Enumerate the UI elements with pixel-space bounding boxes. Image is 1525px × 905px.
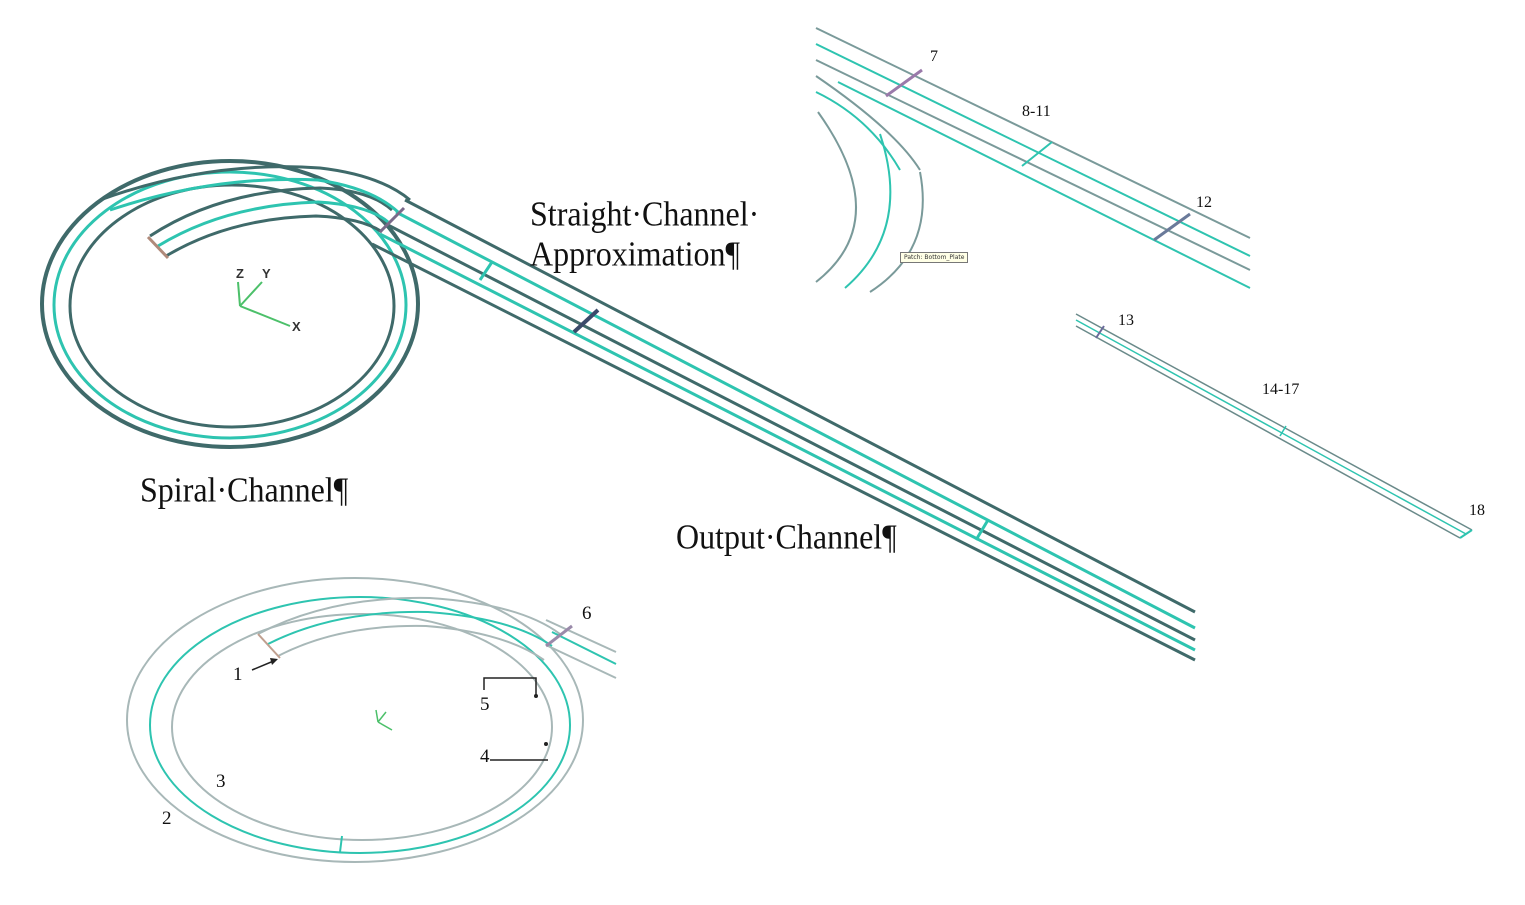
detail-center-2 bbox=[837, 81, 1251, 289]
axis-y-line bbox=[239, 281, 263, 307]
axis-triad: Z Y X bbox=[236, 266, 301, 334]
label-6: 6 bbox=[582, 603, 592, 624]
small-exit-center bbox=[551, 631, 617, 665]
label-1: 1 bbox=[233, 664, 243, 685]
small-spiral-inner-wall bbox=[171, 613, 553, 841]
small-axis-y bbox=[377, 711, 387, 723]
small-inner-turn-outer bbox=[257, 596, 561, 635]
output-detail-marker-14-17 bbox=[1279, 425, 1287, 437]
small-marker-bottom bbox=[339, 835, 343, 853]
spiral-inner-wall bbox=[68, 183, 396, 429]
small-axis-x bbox=[377, 721, 393, 731]
output-wall-top bbox=[404, 198, 1196, 614]
detail-marker-7 bbox=[885, 68, 923, 98]
small-inner-turn-center bbox=[267, 610, 553, 647]
axis-y-label: Y bbox=[262, 266, 271, 281]
label-18: 18 bbox=[1469, 502, 1485, 519]
detail-curve-outer bbox=[815, 75, 921, 171]
spiral-start-cap bbox=[146, 235, 170, 260]
label-2: 2 bbox=[162, 808, 172, 829]
output-wall-mid bbox=[385, 222, 1196, 642]
section-marker-a bbox=[378, 206, 406, 234]
point-5 bbox=[534, 694, 538, 698]
spiral-top-outer bbox=[99, 165, 411, 202]
detail-arc-outer bbox=[869, 171, 924, 293]
spiral-inner-turn-center bbox=[157, 200, 389, 248]
output-detail-marker-13 bbox=[1095, 325, 1105, 339]
caption-output: Output·Channel¶ bbox=[676, 517, 897, 557]
detail-output-view bbox=[1075, 313, 1473, 539]
spiral-inner-turn-inner bbox=[165, 214, 383, 258]
small-axis-triad bbox=[375, 709, 393, 731]
label-5: 5 bbox=[480, 694, 490, 715]
small-marker-6 bbox=[545, 624, 573, 648]
small-exit-wall-2 bbox=[547, 645, 617, 679]
axis-x-line bbox=[239, 305, 291, 327]
small-start-cap bbox=[257, 633, 281, 659]
detail-wall-1 bbox=[815, 27, 1251, 239]
label-4: 4 bbox=[480, 746, 490, 767]
axis-x-label: X bbox=[292, 319, 301, 334]
output-center-bottom bbox=[379, 232, 1196, 652]
arrow-head-1 bbox=[270, 658, 278, 665]
output-wall-bottom bbox=[371, 242, 1196, 662]
patch-tooltip: Patch: Bottom_Plate bbox=[900, 252, 969, 263]
label-13: 13 bbox=[1118, 312, 1134, 329]
small-exit-wall-1 bbox=[545, 619, 617, 653]
point-4 bbox=[544, 742, 548, 746]
detail-arc-center bbox=[844, 133, 892, 289]
bracket-5 bbox=[483, 677, 537, 696]
small-inner-turn-inner bbox=[277, 624, 545, 661]
section-marker-b bbox=[478, 261, 494, 281]
detail-curve-inner bbox=[815, 91, 901, 171]
label-7: 7 bbox=[930, 48, 938, 65]
label-12: 12 bbox=[1196, 194, 1212, 211]
spiral-top-center bbox=[109, 177, 400, 214]
caption-spiral: Spiral·Channel¶ bbox=[140, 470, 349, 510]
caption-straight-line1: Straight·Channel· bbox=[530, 194, 760, 234]
main-spiral-view: Z Y X bbox=[40, 159, 1196, 662]
detail-arc-inner bbox=[815, 111, 857, 283]
section-marker-d bbox=[974, 519, 990, 541]
spiral-outer-center bbox=[52, 170, 408, 440]
axis-z-label: Z bbox=[236, 266, 244, 281]
label-8-11: 8-11 bbox=[1022, 103, 1051, 120]
detail-straight-view bbox=[815, 27, 1251, 293]
detail-center-1 bbox=[815, 43, 1251, 257]
detail-spiral-view bbox=[126, 577, 617, 863]
spiral-inner-turn-outer bbox=[149, 186, 394, 238]
small-axis-z bbox=[375, 709, 379, 723]
detail-marker-8-11 bbox=[1021, 141, 1053, 167]
output-detail-wall-1 bbox=[1075, 313, 1473, 531]
detail-marker-12 bbox=[1153, 212, 1191, 242]
label-3: 3 bbox=[216, 771, 226, 792]
spiral-outer-wall bbox=[40, 159, 420, 449]
axis-z-line bbox=[237, 281, 241, 307]
small-spiral-outer-center bbox=[149, 596, 571, 854]
output-detail-center bbox=[1075, 319, 1467, 535]
output-center-top bbox=[395, 210, 1196, 630]
caption-straight-line2: Approximation¶ bbox=[530, 234, 741, 274]
label-14-17: 14-17 bbox=[1262, 381, 1300, 398]
output-detail-end bbox=[1459, 529, 1473, 539]
section-marker-c bbox=[572, 308, 600, 334]
small-spiral-outer-wall bbox=[126, 577, 584, 863]
output-detail-wall-2 bbox=[1075, 325, 1461, 539]
